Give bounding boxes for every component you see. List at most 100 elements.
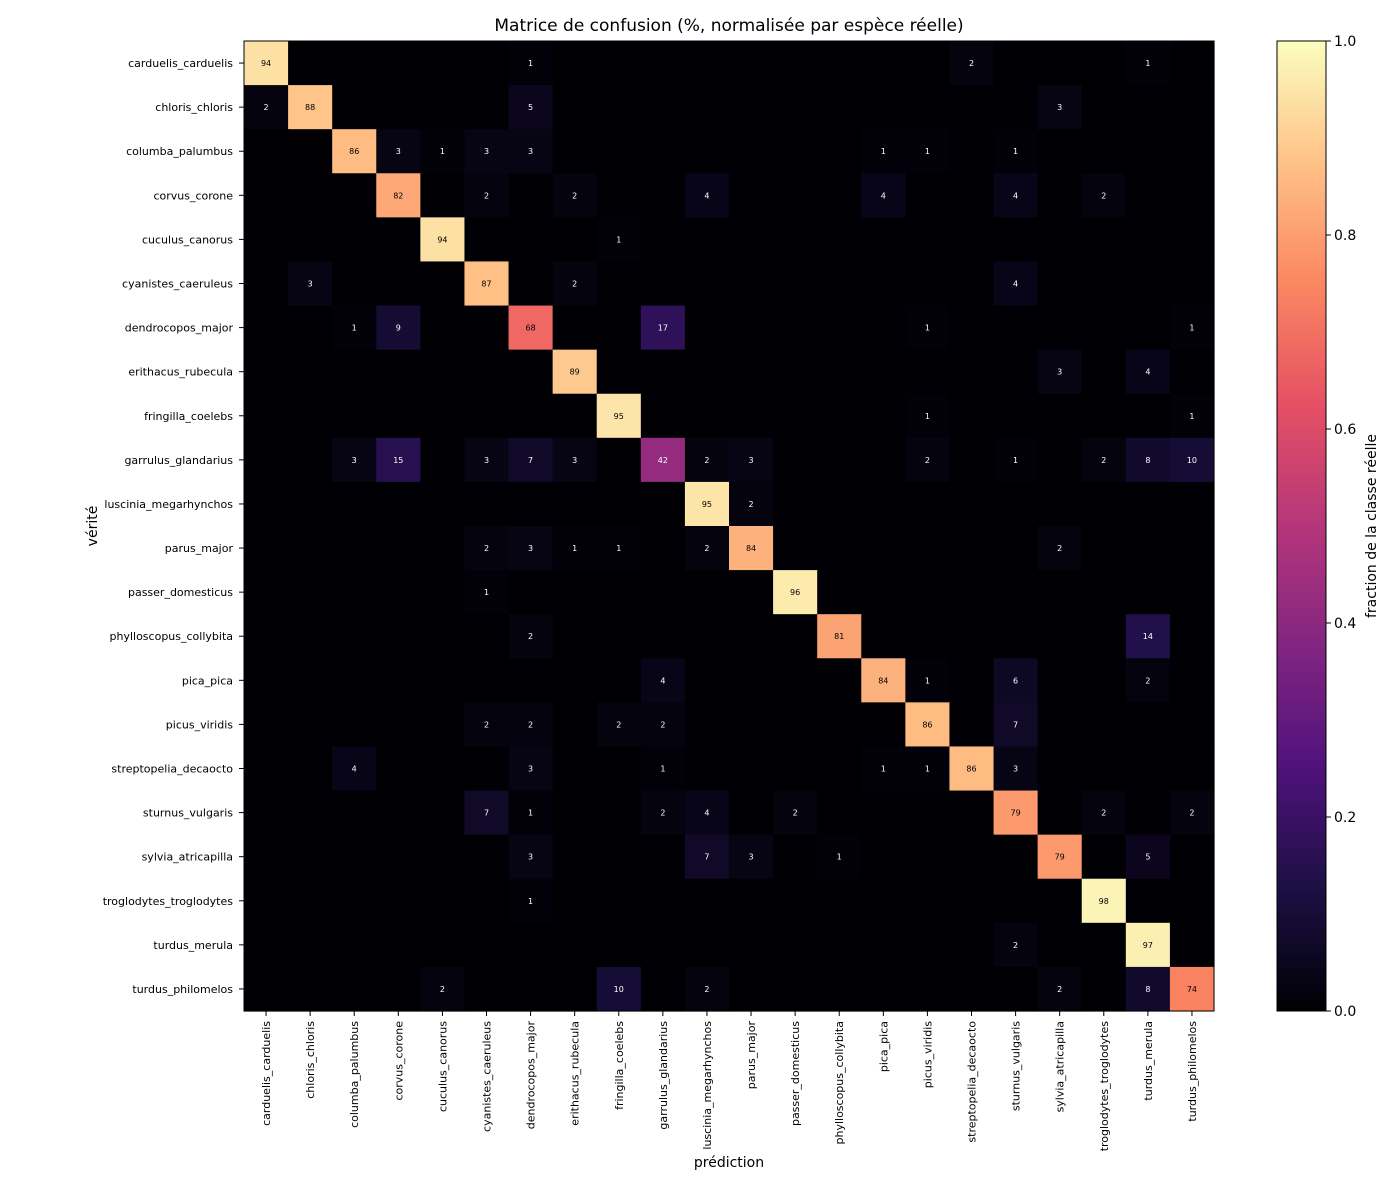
heatmap-cell xyxy=(949,261,995,307)
heatmap-cell xyxy=(332,393,377,439)
y-tick-label: cyanistes_caeruleus xyxy=(122,278,233,291)
heatmap-cell xyxy=(729,85,774,130)
y-tick-label: carduelis_carduelis xyxy=(128,57,233,70)
heatmap-cell xyxy=(244,526,289,571)
heatmap-cell xyxy=(288,349,333,395)
heatmap-cell xyxy=(640,481,686,527)
x-tick-label: passer_domesticus xyxy=(789,1021,802,1126)
heatmap-cell xyxy=(1081,878,1127,924)
heatmap-cell xyxy=(1125,658,1171,703)
heatmap-cell xyxy=(684,658,730,703)
heatmap-cell xyxy=(684,393,730,439)
heatmap-cell xyxy=(861,790,906,836)
heatmap-cell xyxy=(817,85,862,130)
heatmap-cell xyxy=(640,834,686,880)
heatmap-cell xyxy=(552,658,598,703)
heatmap-cell xyxy=(288,173,333,218)
heatmap-cell xyxy=(288,85,333,130)
heatmap-cell xyxy=(244,437,289,483)
heatmap-cell xyxy=(1081,305,1127,351)
heatmap-cell xyxy=(552,393,598,439)
cell-value-label: 3 xyxy=(1013,765,1018,774)
heatmap-cell xyxy=(244,966,289,1012)
heatmap-cell xyxy=(1169,702,1215,748)
heatmap-cell xyxy=(244,702,289,748)
heatmap-cell xyxy=(949,746,995,792)
heatmap-cell xyxy=(949,217,995,263)
heatmap-cell xyxy=(640,570,686,615)
heatmap-cell xyxy=(861,85,906,130)
heatmap-cell xyxy=(1169,526,1215,571)
cell-value-label: 84 xyxy=(746,544,756,553)
heatmap-cell xyxy=(464,922,510,968)
heatmap-cell xyxy=(552,305,598,351)
heatmap-cell xyxy=(1169,570,1215,615)
heatmap-cell xyxy=(596,966,642,1012)
heatmap-cell xyxy=(1125,922,1171,968)
cell-value-label: 2 xyxy=(1013,941,1018,950)
heatmap-cell xyxy=(420,217,466,263)
heatmap-cell xyxy=(1037,966,1083,1012)
cell-value-label: 1 xyxy=(616,235,621,244)
cell-value-label: 3 xyxy=(484,147,489,156)
heatmap-cell xyxy=(993,966,1039,1012)
heatmap-cell xyxy=(288,702,333,748)
y-tick-label: turdus_philomelos xyxy=(132,983,233,996)
x-tick-label: garrulus_glandarius xyxy=(657,1021,670,1130)
cell-value-label: 7 xyxy=(1013,720,1018,729)
heatmap-cell xyxy=(552,437,598,483)
heatmap-cell xyxy=(1169,85,1215,130)
heatmap-cell xyxy=(552,702,598,748)
x-tick-label: cuculus_canorus xyxy=(436,1021,449,1112)
heatmap-cell xyxy=(905,85,951,130)
heatmap-cell xyxy=(596,658,642,703)
heatmap-cell xyxy=(464,349,510,395)
heatmap-cell xyxy=(420,922,466,968)
heatmap-cell xyxy=(684,702,730,748)
heatmap-cell xyxy=(288,129,333,174)
x-tick-label: picus_viridis xyxy=(921,1021,934,1088)
cell-value-label: 1 xyxy=(925,147,930,156)
heatmap-cell xyxy=(640,746,686,792)
heatmap-cell xyxy=(596,173,642,218)
heatmap-cell xyxy=(376,878,421,924)
heatmap-cell xyxy=(861,922,906,968)
heatmap-cell xyxy=(464,173,510,218)
heatmap-cell xyxy=(596,305,642,351)
cell-value-label: 2 xyxy=(1057,544,1062,553)
colorbar-tick-label: 0.8 xyxy=(1334,228,1356,244)
heatmap-cell xyxy=(1081,41,1127,86)
heatmap-cell xyxy=(729,481,774,527)
y-tick-label: picus_viridis xyxy=(166,718,233,731)
heatmap-cell xyxy=(1037,614,1083,659)
heatmap-cell xyxy=(596,129,642,174)
heatmap-cell xyxy=(464,966,510,1012)
cell-value-label: 82 xyxy=(393,191,403,200)
heatmap-cell xyxy=(640,173,686,218)
heatmap-cell xyxy=(420,393,466,439)
heatmap-cell xyxy=(1037,305,1083,351)
heatmap-cell xyxy=(949,878,995,924)
cell-value-label: 1 xyxy=(440,147,445,156)
heatmap-cell xyxy=(244,393,289,439)
cell-value-label: 2 xyxy=(616,720,621,729)
heatmap-cell xyxy=(684,481,730,527)
y-tick-label: streptopelia_decaocto xyxy=(111,763,233,776)
heatmap-cell xyxy=(332,878,377,924)
heatmap-cell xyxy=(464,746,510,792)
x-axis-label: prédiction xyxy=(694,1155,764,1171)
heatmap-cell xyxy=(552,922,598,968)
heatmap-cell xyxy=(993,790,1039,836)
x-tick-label: pica_pica xyxy=(877,1021,890,1072)
y-tick-label: turdus_merula xyxy=(153,939,233,952)
heatmap-cell xyxy=(1125,570,1171,615)
heatmap-cell xyxy=(817,481,862,527)
heatmap-cell xyxy=(1169,966,1215,1012)
y-tick-label: columba_palumbus xyxy=(126,145,233,158)
heatmap-cell xyxy=(1125,481,1171,527)
heatmap-cell xyxy=(993,878,1039,924)
x-tick-label: corvus_corone xyxy=(392,1021,405,1101)
heatmap-cell xyxy=(1125,393,1171,439)
heatmap-cell xyxy=(773,41,818,86)
heatmap-cell xyxy=(244,41,289,86)
